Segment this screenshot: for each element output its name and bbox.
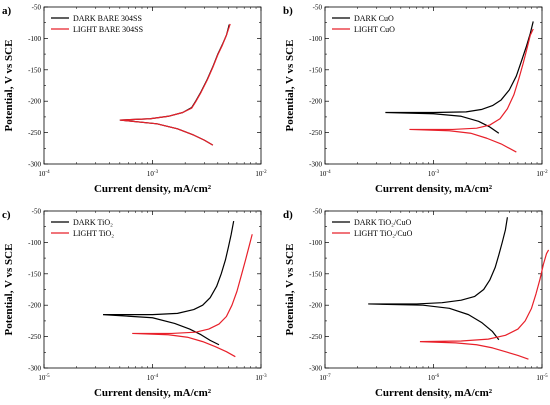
y-axis-title: Potential, V vs SCE [284, 40, 296, 132]
legend-label: LIGHT TiO₂/CuO [354, 229, 413, 238]
series-line [419, 249, 550, 360]
y-tick-label: -50 [313, 208, 323, 216]
series-line [119, 23, 231, 146]
y-tick-label: -200 [28, 98, 41, 106]
y-tick-label: -250 [309, 333, 322, 341]
legend-label: LIGHT CuO [354, 25, 395, 34]
legend-label: LIGHT BARE 304SS [73, 25, 143, 34]
y-tick-label: -300 [28, 161, 41, 169]
y-tick-label: -100 [309, 35, 322, 43]
y-axis-title: Potential, V vs SCE [3, 244, 15, 336]
y-axis-title: Potential, V vs SCE [284, 244, 296, 336]
series-line [132, 234, 253, 358]
x-axis-title: Current density, mA/cm² [94, 387, 212, 399]
legend-label: DARK TiO₂ [73, 218, 113, 227]
panel-b: -300 -250 -200 -150 -100 -50 10-4 10-3 10-2 DARK … [283, 4, 548, 196]
y-tick-label: -50 [313, 4, 323, 12]
x-tick-label: 10-4 [38, 170, 50, 178]
y-tick-label: -250 [28, 129, 41, 137]
x-axis-title: Current density, mA/cm² [375, 387, 493, 399]
legend-label: DARK CuO [354, 14, 394, 23]
x-tick-label: 10-2 [255, 170, 267, 178]
x-tick-label: 10-6 [428, 374, 440, 382]
x-tick-label: 10-3 [147, 170, 159, 178]
panel-label: d) [283, 209, 293, 221]
y-tick-label: -100 [28, 239, 41, 247]
y-tick-label: -200 [309, 98, 322, 106]
y-tick-label: -200 [28, 302, 41, 310]
legend-label: LIGHT TiO₂ [73, 229, 114, 238]
series-line [368, 217, 509, 341]
y-tick-label: -150 [309, 66, 322, 74]
y-tick-label: -150 [309, 270, 322, 278]
x-axis-title: Current density, mA/cm² [375, 183, 493, 195]
x-tick-label: 10-4 [319, 170, 331, 178]
y-tick-label: -250 [28, 333, 41, 341]
y-tick-label: -300 [309, 161, 322, 169]
series-line [102, 220, 235, 346]
x-tick-label: 10-7 [319, 374, 331, 382]
panel-label: b) [283, 5, 293, 17]
y-tick-label: -100 [28, 35, 41, 43]
series-line [119, 24, 230, 146]
panel-label: a) [2, 5, 12, 17]
y-axis-title: Potential, V vs SCE [3, 40, 15, 132]
y-tick-label: -300 [28, 365, 41, 373]
x-axis-title: Current density, mA/cm² [94, 183, 212, 195]
x-tick-label: 10-2 [536, 170, 548, 178]
y-tick-label: -300 [309, 365, 322, 373]
x-tick-label: 10-5 [38, 374, 50, 382]
x-tick-label: 10-3 [255, 374, 267, 382]
y-tick-label: -50 [32, 208, 42, 216]
panel-c: -300 -250 -200 -150 -100 -50 10-5 10-4 10-3 DARK … [2, 208, 267, 400]
y-tick-label: -250 [309, 129, 322, 137]
legend-label: DARK TiO₂/CuO [354, 218, 411, 227]
panel-label: c) [2, 209, 11, 221]
x-tick-label: 10-3 [428, 170, 440, 178]
panel-d: -300 -250 -200 -150 -100 -50 10-7 10-6 10-5 DARK … [283, 208, 550, 399]
x-tick-label: 10-4 [147, 374, 159, 382]
legend-label: DARK BARE 304SS [73, 14, 142, 23]
series-line [409, 28, 534, 153]
y-tick-label: -50 [32, 4, 42, 12]
y-tick-label: -150 [28, 66, 41, 74]
y-tick-label: -150 [28, 270, 41, 278]
x-tick-label: 10-5 [536, 374, 548, 382]
y-tick-label: -200 [309, 302, 322, 310]
panel-a: -300 -250 -200 -150 -100 -50 10-4 10-3 10-2 DARK … [2, 4, 267, 196]
series-line [385, 21, 534, 134]
y-tick-label: -100 [309, 239, 322, 247]
